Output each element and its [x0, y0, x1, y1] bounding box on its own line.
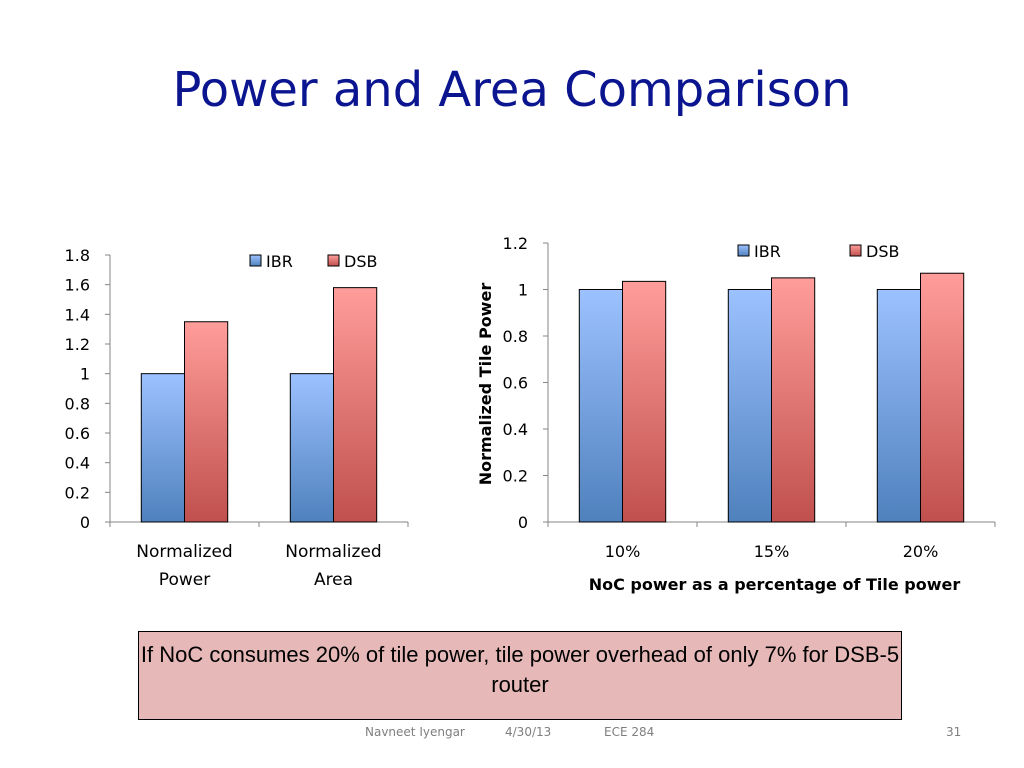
- y-tick-label: 0: [80, 513, 90, 532]
- footer-date: 4/30/13: [505, 725, 552, 739]
- y-tick-label: 0.8: [65, 394, 90, 413]
- bar-dsb: [622, 280, 667, 523]
- legend-swatch-dsb: [849, 244, 862, 257]
- y-axis-title: Normalized Tile Power: [476, 283, 495, 486]
- y-tick-label: 1.8: [65, 246, 90, 265]
- footer-course: ECE 284: [604, 725, 655, 739]
- callout-box: If NoC consumes 20% of tile power, tile …: [138, 631, 902, 720]
- bar-ibr: [727, 289, 772, 523]
- y-tick-label: 0: [518, 513, 528, 532]
- y-tick-label: 1.4: [65, 305, 90, 324]
- x-category-label: Area: [314, 570, 353, 590]
- x-category-label: Power: [159, 570, 210, 590]
- y-tick-label: 0.6: [503, 374, 528, 393]
- y-tick-label: 0.6: [65, 424, 90, 443]
- legend-label-dsb: DSB: [866, 242, 899, 261]
- x-axis-title: NoC power as a percentage of Tile power: [589, 575, 961, 594]
- x-category-label: 10%: [605, 542, 641, 561]
- legend-label-dsb: DSB: [344, 252, 377, 271]
- footer-author: Navneet Iyengar: [365, 725, 465, 739]
- bar-ibr: [578, 289, 623, 523]
- y-tick-label: 1.2: [503, 234, 528, 253]
- legend-swatch-ibr: [737, 244, 750, 257]
- footer-page: 31: [946, 725, 962, 739]
- bar-dsb: [771, 277, 816, 523]
- x-category-label: 15%: [754, 542, 790, 561]
- legend-label-ibr: IBR: [266, 252, 293, 271]
- y-tick-label: 0.4: [503, 420, 528, 439]
- legend-swatch-dsb: [327, 254, 340, 267]
- x-category-label: Normalized: [136, 542, 232, 562]
- bar-ibr: [876, 289, 921, 523]
- y-tick-label: 0.2: [503, 467, 528, 486]
- y-tick-label: 1: [80, 365, 90, 384]
- legend-label-ibr: IBR: [754, 242, 781, 261]
- slide-title: Power and Area Comparison: [172, 62, 852, 118]
- y-tick-label: 0.4: [65, 454, 90, 473]
- y-tick-label: 1: [518, 281, 528, 300]
- x-category-label: 20%: [903, 542, 939, 561]
- x-category-label: Normalized: [285, 542, 381, 562]
- bar-dsb: [920, 272, 965, 523]
- bar-dsb: [184, 321, 229, 523]
- y-tick-label: 0.8: [503, 327, 528, 346]
- bar-ibr: [140, 373, 185, 523]
- legend-swatch-ibr: [249, 254, 262, 267]
- y-tick-label: 0.2: [65, 483, 90, 502]
- y-tick-label: 1.6: [65, 276, 90, 295]
- y-tick-label: 1.2: [65, 335, 90, 354]
- bar-dsb: [333, 287, 378, 523]
